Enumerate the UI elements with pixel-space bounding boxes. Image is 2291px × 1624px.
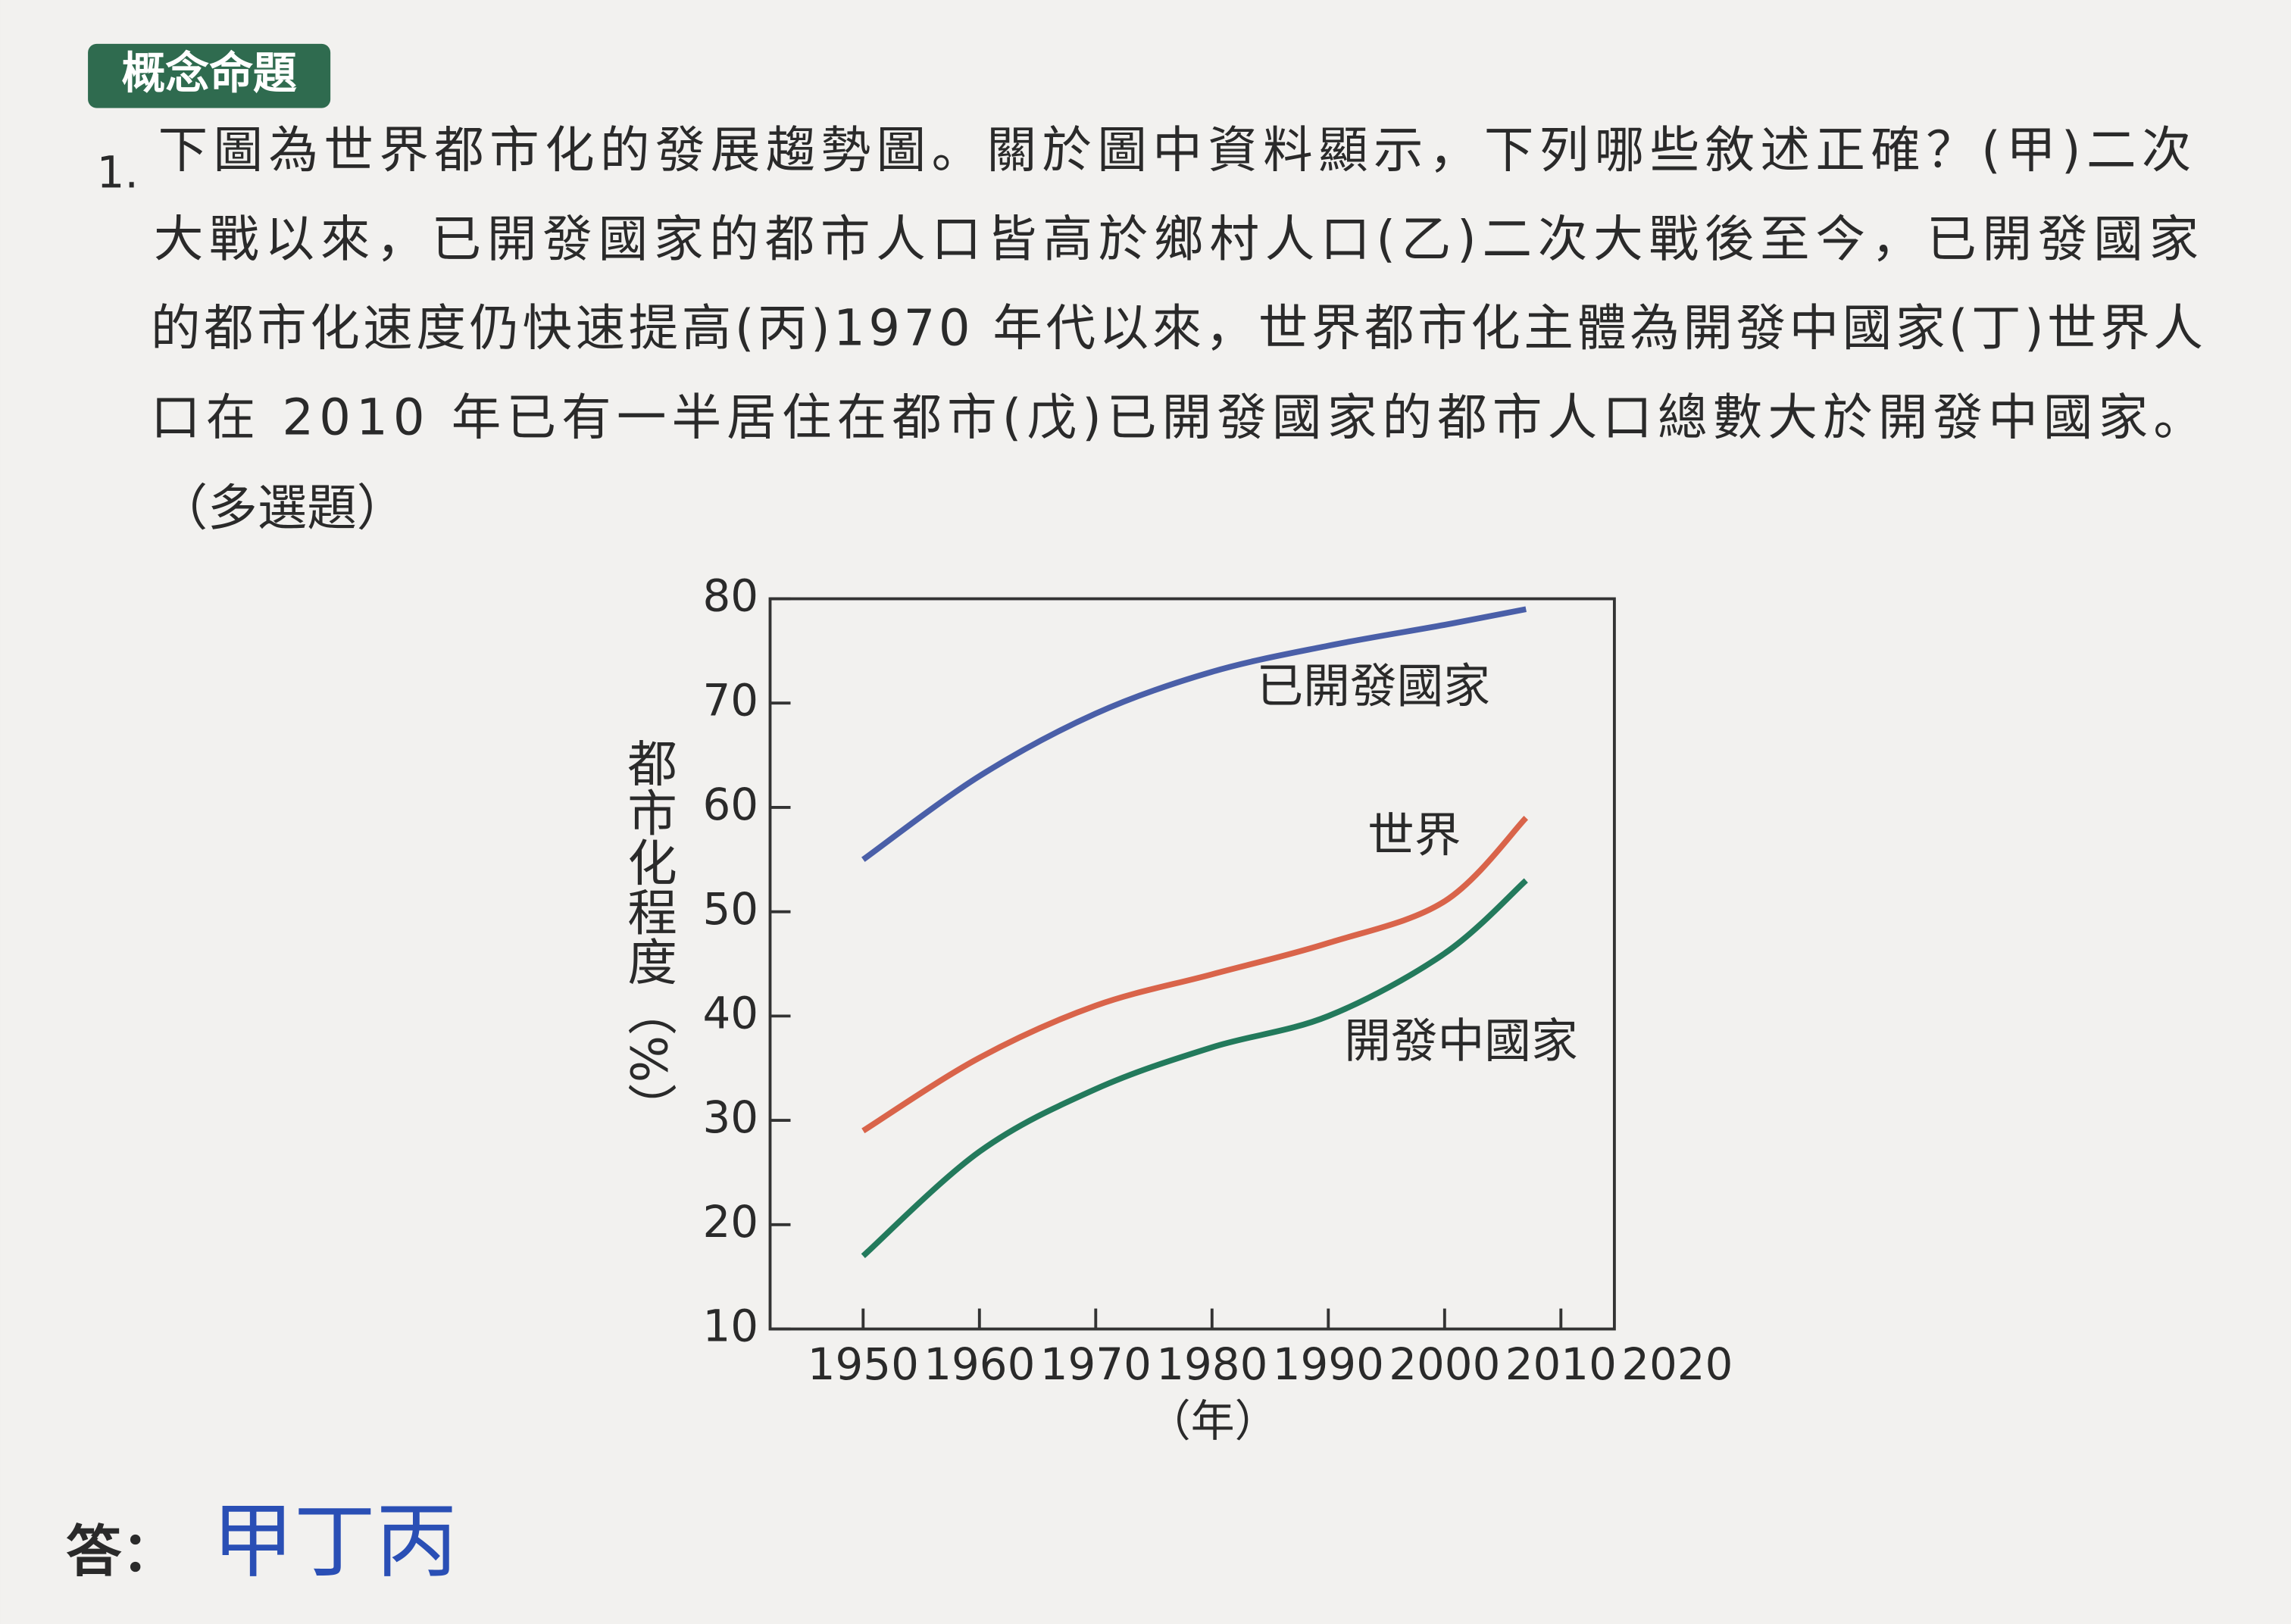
x-tick-label: 2020 — [1621, 1338, 1733, 1390]
series-line — [861, 606, 1527, 862]
question-line: 的都市化速度仍快速提高(丙)1970 年代以來，世界都市化主體為開發中國家(丁)… — [151, 300, 2203, 358]
question-line: 大戰以來，已開發國家的都市人口皆高於鄉村人口(乙)二次大戰後至今，已開發國家 — [154, 211, 2199, 268]
y-tick-label: 80 — [702, 570, 758, 622]
header-title: 概念命題 — [121, 47, 296, 98]
question-number: 1. — [97, 146, 139, 198]
x-tick-label: 1970 — [1040, 1338, 1152, 1390]
x-tick-label: 1950 — [808, 1338, 919, 1390]
y-tick-label: 60 — [702, 779, 758, 830]
question-line: （多選題） — [158, 479, 407, 537]
y-tick-label: 70 — [702, 674, 758, 726]
x-tick-label: 2010 — [1505, 1338, 1617, 1390]
series-line — [861, 878, 1528, 1258]
y-tick-label: 40 — [702, 987, 758, 1038]
series-label: 已開發國家 — [1257, 659, 1490, 714]
y-tick-label: 20 — [702, 1196, 758, 1248]
x-tick-label: 1980 — [1156, 1338, 1267, 1390]
x-tick-label: 2000 — [1389, 1338, 1500, 1390]
x-tick-label: 1960 — [924, 1338, 1035, 1390]
x-tick-label: 1990 — [1273, 1338, 1384, 1390]
answer-text: 甲丁丙 — [212, 1494, 458, 1589]
chart: 10 20 30 40 50 60 70 80 1950 1960 1970 1980 1990 2000… — [619, 570, 1733, 1447]
series-label: 開發中國家 — [1344, 1014, 1577, 1069]
series-line — [861, 816, 1529, 1134]
y-tick-label: 30 — [702, 1092, 758, 1143]
series-label: 世界 — [1367, 808, 1461, 863]
x-axis-label: （年） — [1147, 1395, 1279, 1447]
question-line: 下圖為世界都市化的發展趨勢圖。關於圖中資料顯示，下列哪些敘述正確？(甲)二次 — [158, 122, 2192, 180]
y-axis-label: 都市化程度（%） — [619, 738, 677, 1132]
y-tick-label: 50 — [702, 883, 758, 935]
plot-frame — [768, 597, 1616, 1331]
answer-label: 答： — [66, 1519, 177, 1584]
y-tick-label: 10 — [702, 1301, 758, 1352]
header-badge — [88, 43, 331, 108]
question-line: 口在 2010 年已有一半居住在都市(戊)已開發國家的都市人口總數大於開發中國家… — [151, 389, 2203, 446]
